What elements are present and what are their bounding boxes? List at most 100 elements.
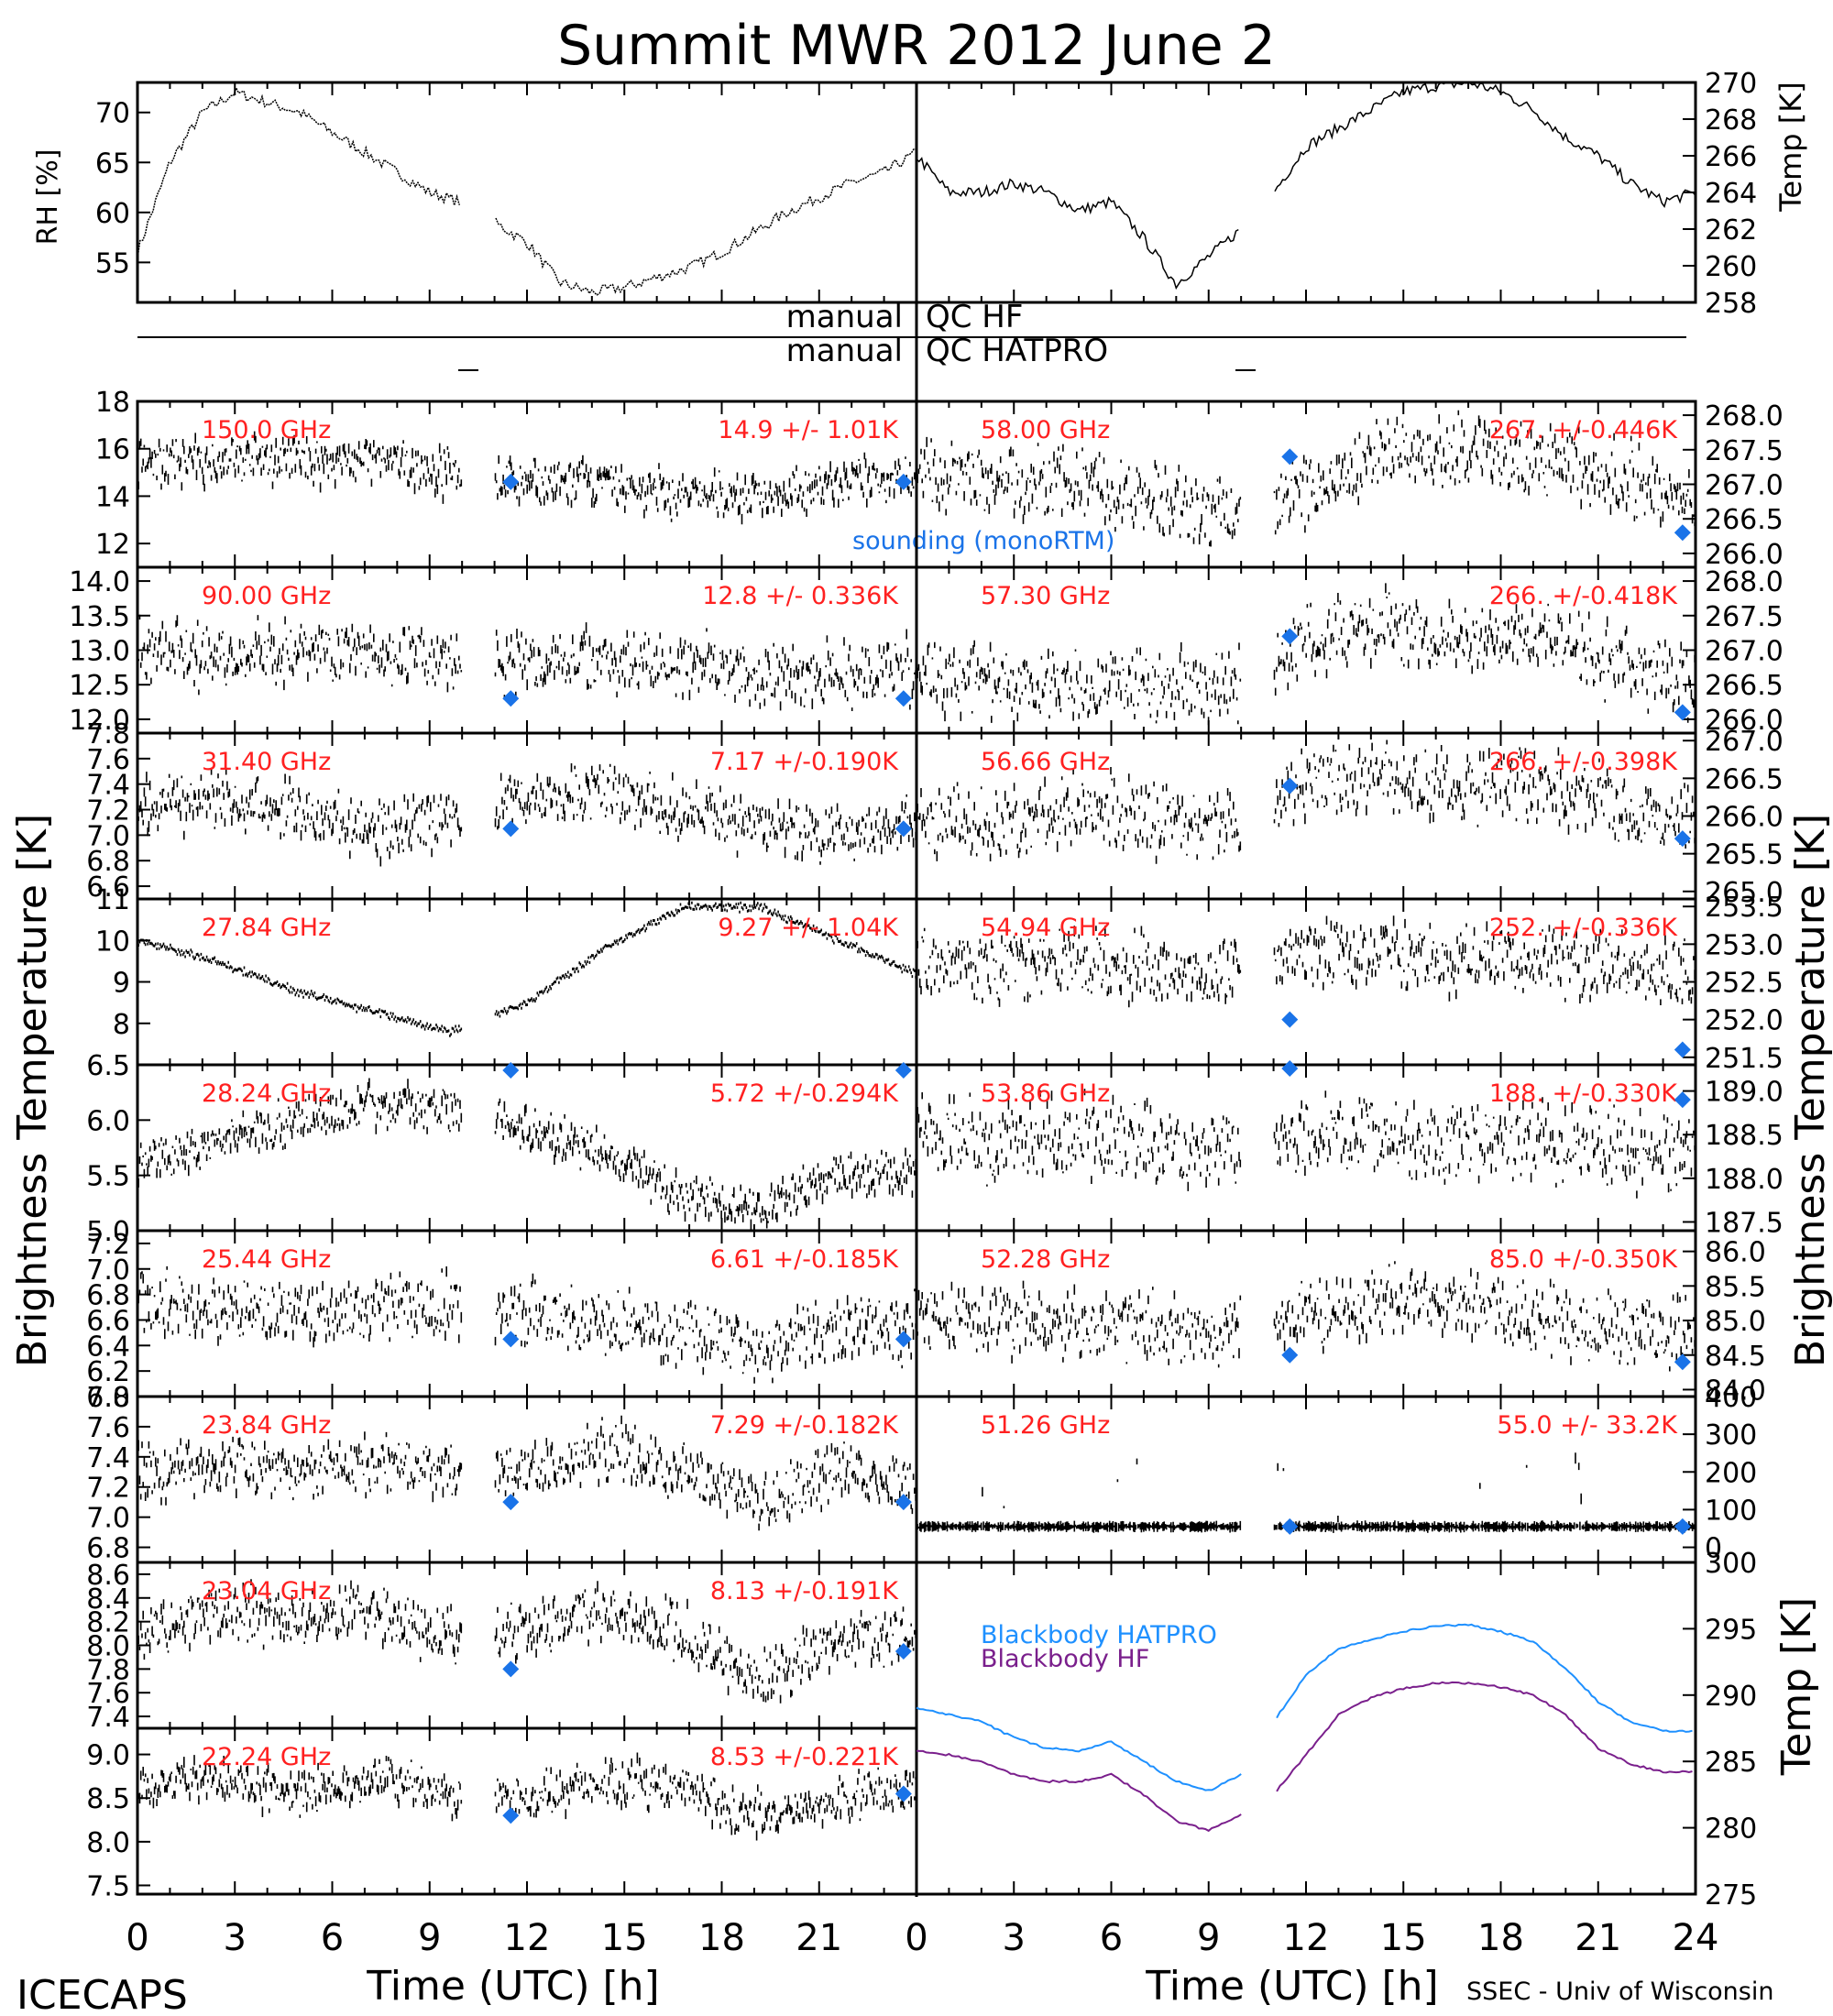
channels_left-2224-sounding-point bbox=[895, 1785, 912, 1802]
channels_left-2824-stat-label: 5.72 +/-0.294K bbox=[710, 1079, 899, 1108]
channels_left-2784-y-tick-label: 10 bbox=[95, 926, 130, 958]
channels_left-2824-frequency-label: 28.24 GHz bbox=[202, 1079, 331, 1108]
channels_left-2384-frequency-label: 23.84 GHz bbox=[202, 1411, 331, 1440]
channels_left-1500-y-tick-label: 14 bbox=[95, 481, 130, 513]
channels_left-2224-data-points bbox=[137, 1752, 916, 1841]
channels_right-5494-series bbox=[916, 915, 1696, 1008]
channels_right-5666-series bbox=[916, 740, 1696, 864]
channels_left-2544-series bbox=[137, 1265, 916, 1384]
channels_left-2784-stat-label: 9.27 +/- 1.04K bbox=[718, 914, 899, 942]
channels_right-5494-frequency-label: 54.94 GHz bbox=[981, 914, 1110, 942]
channels_left-2304-sounding-point bbox=[502, 1660, 520, 1678]
channels_left-2384-y-tick-label: 7.4 bbox=[86, 1442, 130, 1474]
channels_left-9000-sounding-point bbox=[895, 690, 912, 707]
channels_left-2224-y-tick-label: 9.0 bbox=[86, 1740, 130, 1772]
channels_right-5386-sounding-point bbox=[1674, 1091, 1691, 1109]
channels_left-2824-y-tick-label: 5.5 bbox=[86, 1161, 130, 1193]
channels_right-5126-y-tick-label: 300 bbox=[1705, 1419, 1757, 1452]
channels_left-2544-y-tick-label: 6.4 bbox=[86, 1331, 130, 1363]
channels_left-2784-series bbox=[137, 901, 916, 1037]
channels_right-5494-y-tick-label: 252.5 bbox=[1705, 968, 1784, 1000]
channels_left-2304-y-tick-label: 7.6 bbox=[86, 1678, 130, 1710]
channels_left-1500-frequency-label: 150.0 GHz bbox=[202, 416, 331, 444]
blackbody-axis-label: Temp [K] bbox=[1773, 1597, 1820, 1776]
channels_right-5666-stat-label: 266. +/-0.398K bbox=[1489, 748, 1678, 776]
channels_right-5800-sounding-point bbox=[1281, 448, 1299, 466]
channels_left-3140-y-tick-label: 6.6 bbox=[86, 871, 130, 904]
channels_left-2824-sounding-point bbox=[502, 1062, 520, 1079]
channels_right-5800-y-tick-label: 267.0 bbox=[1705, 470, 1784, 502]
blackbody-y-tick-label: 300 bbox=[1705, 1548, 1757, 1580]
channels_left-2224-sounding-point bbox=[502, 1807, 520, 1824]
channels_left-3140-y-tick-label: 7.6 bbox=[86, 744, 130, 776]
channels_left-2224-y-tick-label: 8.0 bbox=[86, 1827, 130, 1859]
channels_right-5730-stat-label: 266. +/-0.418K bbox=[1489, 582, 1678, 610]
channels_right-5386-data-points bbox=[916, 1089, 1696, 1199]
temp-panel-y-tick-label: 270 bbox=[1705, 68, 1757, 100]
channels_right-5228-y-tick-label: 85.5 bbox=[1705, 1271, 1766, 1303]
channels_left-1500-y-tick-label: 18 bbox=[95, 387, 130, 419]
channels_left-3140-y-tick-label: 7.2 bbox=[86, 795, 130, 827]
channels_left-2224-y-tick-label: 7.5 bbox=[86, 1870, 130, 1902]
temp-axis-label: Temp [K] bbox=[1773, 82, 1808, 212]
channels_left-2824-y-tick-label: 5.0 bbox=[86, 1216, 130, 1248]
channels_right-5494-y-tick-label: 252.0 bbox=[1705, 1005, 1784, 1037]
channels_left-1500-sounding-point bbox=[502, 473, 520, 490]
channels_right-5126-y-tick-label: 100 bbox=[1705, 1495, 1757, 1527]
channels_left-2224-stat-label: 8.53 +/-0.221K bbox=[710, 1743, 899, 1771]
x-tick-label-left: 12 bbox=[504, 1917, 551, 1959]
channels_left-2544-sounding-point bbox=[502, 1331, 520, 1348]
blackbody-y-tick-label: 295 bbox=[1705, 1614, 1757, 1646]
channels_right-5228-sounding-point bbox=[1281, 1346, 1299, 1364]
channels_left-3140-sounding-point bbox=[502, 820, 520, 838]
channels_left-2304-data-points bbox=[137, 1579, 916, 1704]
channels_right-5228-y-tick-label: 86.0 bbox=[1705, 1237, 1766, 1269]
channels_left-1500-series bbox=[137, 431, 916, 525]
rh-panel-y-tick-label: 65 bbox=[95, 148, 130, 180]
channels_left-9000-y-tick-label: 13.5 bbox=[69, 601, 130, 633]
channels_left-2224-series bbox=[137, 1752, 916, 1841]
x-tick-label-right: 12 bbox=[1283, 1917, 1330, 1959]
channels_right-5228-stat-label: 85.0 +/-0.350K bbox=[1489, 1245, 1678, 1274]
channels_left-2304-y-tick-label: 8.0 bbox=[86, 1631, 130, 1663]
channels_right-5386-frequency-label: 53.86 GHz bbox=[981, 1079, 1110, 1108]
channels_right-5126-data-points bbox=[916, 1452, 1696, 1533]
channels_right-5228-y-tick-label: 85.0 bbox=[1705, 1306, 1766, 1338]
channels_left-3140-stat-label: 7.17 +/-0.190K bbox=[710, 748, 899, 776]
channels_right-5800-data-points bbox=[916, 410, 1696, 547]
channels_left-2544-sounding-point bbox=[895, 1331, 912, 1348]
channels_left-9000-stat-label: 12.8 +/- 0.336K bbox=[702, 582, 899, 610]
channels_left-2384-data-points bbox=[137, 1415, 916, 1531]
channels_left-9000-y-tick-label: 13.0 bbox=[69, 636, 130, 668]
channels_right-5386-sounding-point bbox=[1281, 1060, 1299, 1077]
channels_left-9000-y-tick-label: 12.0 bbox=[69, 705, 130, 737]
x-tick-label-right: 0 bbox=[905, 1917, 927, 1959]
qc-hatpro-label: QC HATPRO bbox=[926, 333, 1108, 369]
x-tick-label-left: 3 bbox=[224, 1917, 247, 1959]
channels_left-2384-y-tick-label: 7.8 bbox=[86, 1382, 130, 1414]
x-tick-label-right: 6 bbox=[1100, 1917, 1123, 1959]
x-tick-label-left: 0 bbox=[126, 1917, 148, 1959]
channels_right-5228-frequency-label: 52.28 GHz bbox=[981, 1245, 1110, 1274]
channels_left-2384-series bbox=[137, 1415, 916, 1531]
blackbody-y-tick-label: 275 bbox=[1705, 1879, 1757, 1912]
blackbody-series-hf bbox=[916, 1681, 1693, 1833]
channels_left-9000-y-tick-label: 14.0 bbox=[69, 566, 130, 598]
channels_left-2824-y-tick-label: 6.0 bbox=[86, 1105, 130, 1137]
temp-panel-y-tick-label: 262 bbox=[1705, 214, 1757, 247]
channels_left-2544-frequency-label: 25.44 GHz bbox=[202, 1245, 331, 1274]
channels_right-5800-frequency-label: 58.00 GHz bbox=[981, 416, 1110, 444]
channels_right-5228-y-tick-label: 84.5 bbox=[1705, 1341, 1766, 1373]
channels_right-5386-y-tick-label: 188.0 bbox=[1705, 1164, 1784, 1196]
channels_right-5800-y-tick-label: 267.5 bbox=[1705, 435, 1784, 467]
channels_left-2384-sounding-point bbox=[895, 1494, 912, 1511]
channels_left-2544-y-tick-label: 6.2 bbox=[86, 1356, 130, 1388]
channels_left-2544-y-tick-label: 6.8 bbox=[86, 1280, 130, 1312]
rh-panel-y-tick-label: 70 bbox=[95, 98, 130, 130]
channels_left-2304-y-tick-label: 8.6 bbox=[86, 1560, 130, 1592]
channels_left-9000-y-tick-label: 12.5 bbox=[69, 670, 130, 702]
channels_left-3140-frequency-label: 31.40 GHz bbox=[202, 748, 331, 776]
channels_left-2544-y-tick-label: 7.2 bbox=[86, 1229, 130, 1261]
channels_left-9000-sounding-point bbox=[502, 690, 520, 707]
